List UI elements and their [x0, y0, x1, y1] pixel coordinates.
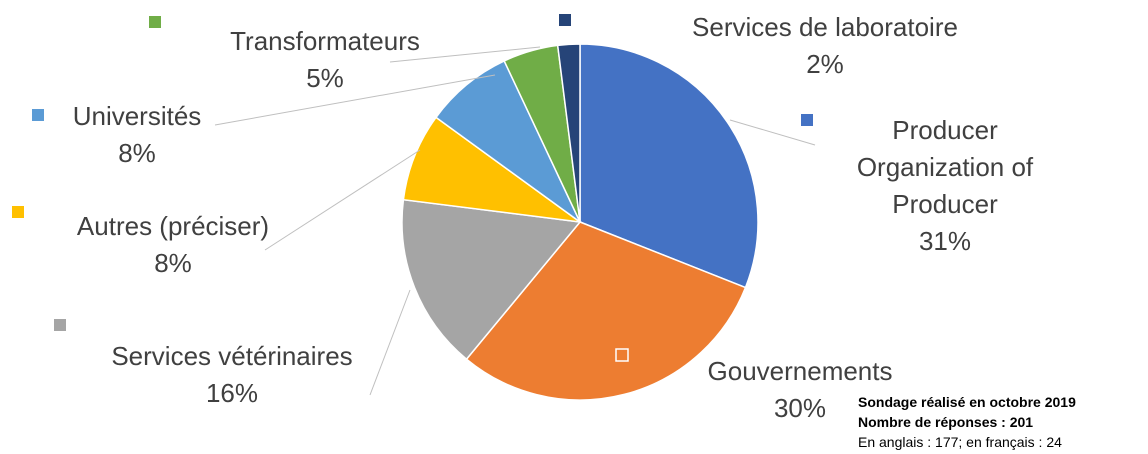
legend-key — [32, 109, 44, 121]
category-label: Producer Organization of Producer — [856, 115, 1034, 219]
pie-slice — [579, 43, 759, 289]
leader-line — [264, 149, 421, 251]
value-label: 16% — [205, 378, 259, 408]
data-label: Services vétérinaires 16% — [111, 338, 352, 412]
pie-slice — [402, 116, 581, 223]
data-label: Gouvernements 30% — [708, 353, 893, 427]
pie-slice — [556, 43, 581, 223]
category-label: Transformateurs — [230, 26, 420, 56]
data-label: Producer Organization of Producer 31% — [825, 112, 1065, 260]
legend-key — [801, 114, 813, 126]
category-label: Autres (préciser) — [76, 211, 270, 241]
value-label: 8% — [118, 138, 156, 168]
data-label: Autres (préciser) 8% — [77, 208, 269, 282]
data-label: Transformateurs 5% — [230, 23, 420, 97]
value-label: 31% — [918, 226, 972, 256]
legend-key — [12, 206, 24, 218]
legend-key — [149, 16, 161, 28]
legend-key — [54, 319, 66, 331]
legend-key — [615, 348, 629, 362]
note-line: Sondage réalisé en octobre 2019 — [858, 394, 1076, 410]
category-label: Services vétérinaires — [111, 341, 353, 371]
category-label: Universités — [72, 101, 202, 131]
value-label: 2% — [806, 49, 844, 79]
footnote: Sondage réalisé en octobre 2019 Nombre d… — [858, 392, 1076, 452]
data-label: Universités 8% — [73, 98, 202, 172]
category-label: Services de laboratoire — [692, 12, 958, 42]
pie-slice — [401, 198, 582, 361]
note-line: Nombre de réponses : 201 — [858, 414, 1034, 430]
leader-line — [369, 289, 411, 396]
value-label: 5% — [306, 63, 344, 93]
category-label: Gouvernements — [707, 356, 893, 386]
leader-line — [214, 74, 496, 126]
data-label: Services de laboratoire 2% — [692, 9, 958, 83]
note-line: En anglais : 177; en français : 24 — [858, 434, 1062, 450]
legend-key — [559, 14, 571, 26]
value-label: 8% — [154, 248, 192, 278]
leader-line — [729, 119, 816, 146]
pie-slice — [434, 59, 581, 223]
value-label: 30% — [773, 393, 827, 423]
pie-slice — [465, 221, 747, 401]
leader-line — [389, 46, 541, 63]
